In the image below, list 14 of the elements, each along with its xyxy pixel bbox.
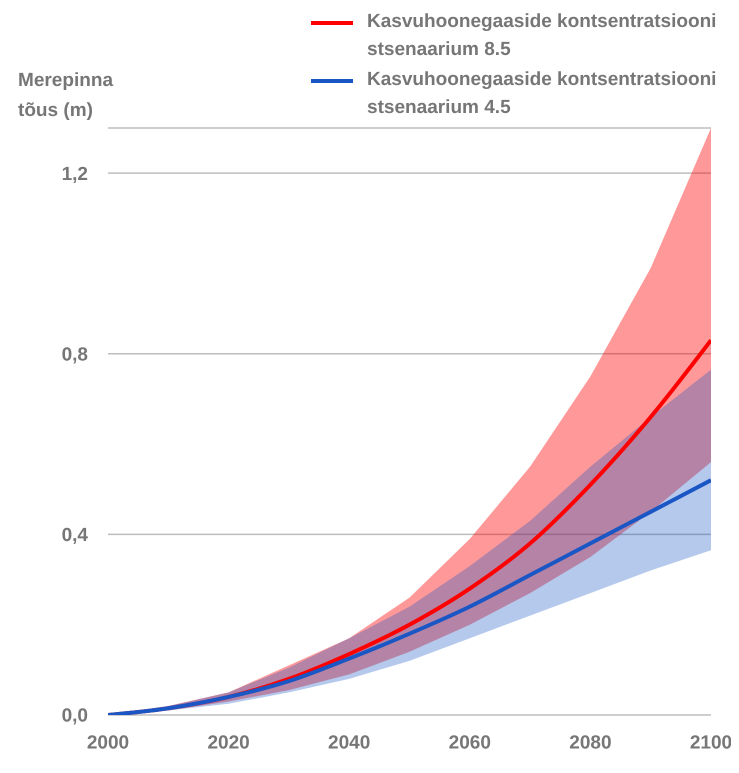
y-tick-label: 0,8 (62, 344, 88, 366)
legend-label: Kasvuhoonegaaside kontsentratsiooni stsenaarium 4.5 (367, 68, 718, 120)
y-axis-title: Merepinna tõus (m) (18, 69, 114, 123)
line-series (108, 478, 711, 715)
x-tick-label: 2060 (448, 732, 491, 754)
x-tick-label: 2000 (86, 732, 130, 754)
x-tick-label: 2020 (207, 732, 250, 754)
x-tick-label: 2080 (569, 732, 612, 754)
x-tick-label: 2040 (328, 732, 370, 754)
y-tick-label: 0,4 (62, 525, 88, 546)
x-tick-label: 2100 (690, 732, 732, 754)
y-tick-label: 0,0 (62, 706, 88, 727)
y-tick-label: 1,2 (62, 164, 88, 185)
legend-label: Kasvuhoonegaaside kontsentratsiooni stsenaarium 8.5 (367, 10, 718, 62)
